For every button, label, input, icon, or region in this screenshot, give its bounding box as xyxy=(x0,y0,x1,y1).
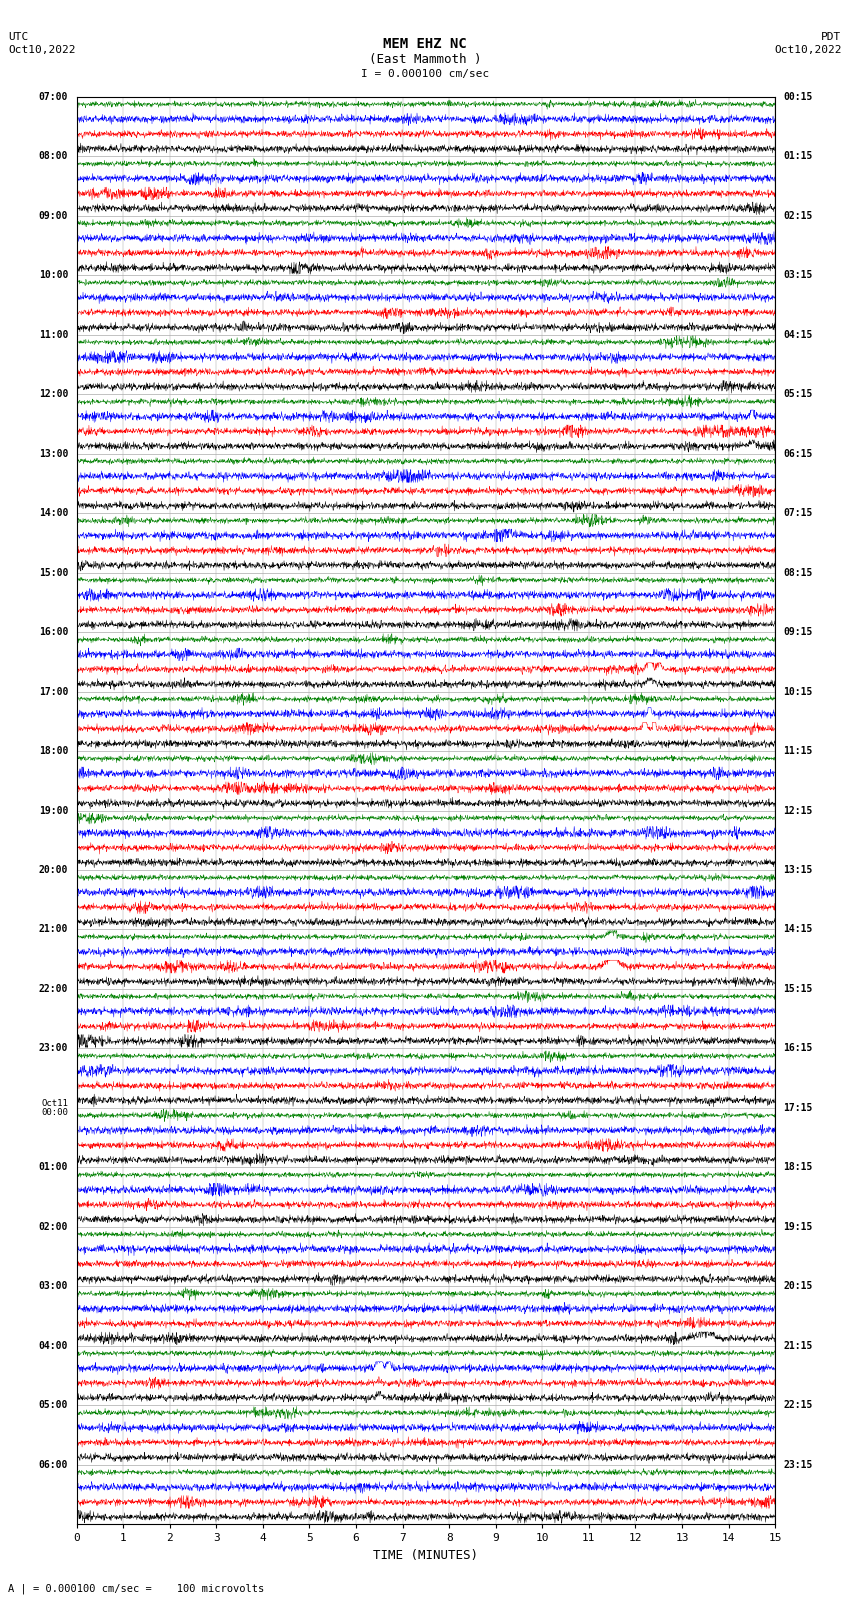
Text: 07:00: 07:00 xyxy=(39,92,68,102)
Text: 01:00: 01:00 xyxy=(39,1163,68,1173)
Text: 17:15: 17:15 xyxy=(784,1103,813,1113)
Text: I = 0.000100 cm/sec: I = 0.000100 cm/sec xyxy=(361,69,489,79)
Text: 08:15: 08:15 xyxy=(784,568,813,577)
Text: 20:00: 20:00 xyxy=(39,865,68,874)
Text: UTC: UTC xyxy=(8,32,29,42)
Text: 12:15: 12:15 xyxy=(784,805,813,816)
Text: 01:15: 01:15 xyxy=(784,152,813,161)
Text: Oct10,2022: Oct10,2022 xyxy=(8,45,76,55)
Text: 13:00: 13:00 xyxy=(39,448,68,458)
Text: 04:00: 04:00 xyxy=(39,1340,68,1350)
Text: A | = 0.000100 cm/sec =    100 microvolts: A | = 0.000100 cm/sec = 100 microvolts xyxy=(8,1582,264,1594)
Text: 08:00: 08:00 xyxy=(39,152,68,161)
Text: 03:15: 03:15 xyxy=(784,271,813,281)
Text: 06:00: 06:00 xyxy=(39,1460,68,1469)
Text: 05:00: 05:00 xyxy=(39,1400,68,1410)
Text: 07:15: 07:15 xyxy=(784,508,813,518)
Text: 03:00: 03:00 xyxy=(39,1281,68,1292)
Text: 14:00: 14:00 xyxy=(39,508,68,518)
Text: 17:00: 17:00 xyxy=(39,687,68,697)
Text: 22:00: 22:00 xyxy=(39,984,68,994)
Text: 21:15: 21:15 xyxy=(784,1340,813,1350)
Text: PDT: PDT xyxy=(821,32,842,42)
Text: 05:15: 05:15 xyxy=(784,389,813,398)
Text: 11:15: 11:15 xyxy=(784,747,813,756)
Text: 22:15: 22:15 xyxy=(784,1400,813,1410)
Text: 11:00: 11:00 xyxy=(39,329,68,340)
Text: 20:15: 20:15 xyxy=(784,1281,813,1292)
X-axis label: TIME (MINUTES): TIME (MINUTES) xyxy=(373,1548,479,1561)
Text: 02:00: 02:00 xyxy=(39,1223,68,1232)
Text: 19:15: 19:15 xyxy=(784,1223,813,1232)
Text: 23:15: 23:15 xyxy=(784,1460,813,1469)
Text: 06:15: 06:15 xyxy=(784,448,813,458)
Text: 15:15: 15:15 xyxy=(784,984,813,994)
Text: 02:15: 02:15 xyxy=(784,211,813,221)
Text: 18:15: 18:15 xyxy=(784,1163,813,1173)
Text: MEM EHZ NC: MEM EHZ NC xyxy=(383,37,467,52)
Text: 23:00: 23:00 xyxy=(39,1044,68,1053)
Text: 09:15: 09:15 xyxy=(784,627,813,637)
Text: 09:00: 09:00 xyxy=(39,211,68,221)
Text: 16:15: 16:15 xyxy=(784,1044,813,1053)
Text: Oct10,2022: Oct10,2022 xyxy=(774,45,842,55)
Text: 19:00: 19:00 xyxy=(39,805,68,816)
Text: 18:00: 18:00 xyxy=(39,747,68,756)
Text: (East Mammoth ): (East Mammoth ) xyxy=(369,53,481,66)
Text: 10:15: 10:15 xyxy=(784,687,813,697)
Text: Oct11: Oct11 xyxy=(42,1098,68,1108)
Text: 00:00: 00:00 xyxy=(42,1108,68,1116)
Text: 21:00: 21:00 xyxy=(39,924,68,934)
Text: 16:00: 16:00 xyxy=(39,627,68,637)
Text: 12:00: 12:00 xyxy=(39,389,68,398)
Text: 15:00: 15:00 xyxy=(39,568,68,577)
Text: 00:15: 00:15 xyxy=(784,92,813,102)
Text: 13:15: 13:15 xyxy=(784,865,813,874)
Text: 10:00: 10:00 xyxy=(39,271,68,281)
Text: 14:15: 14:15 xyxy=(784,924,813,934)
Text: 04:15: 04:15 xyxy=(784,329,813,340)
